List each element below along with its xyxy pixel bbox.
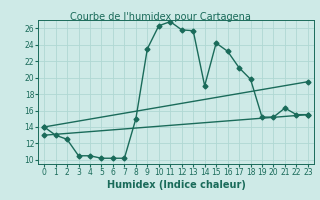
- X-axis label: Humidex (Indice chaleur): Humidex (Indice chaleur): [107, 180, 245, 190]
- Text: Courbe de l'humidex pour Cartagena: Courbe de l'humidex pour Cartagena: [69, 12, 251, 22]
